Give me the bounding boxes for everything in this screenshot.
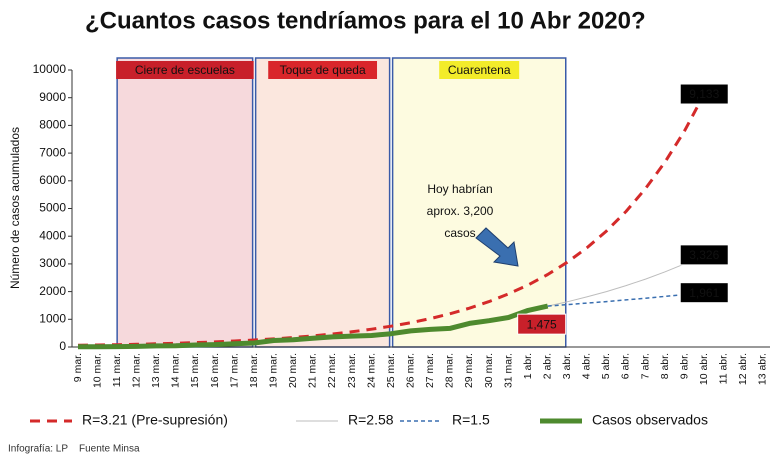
- x-tick-label: 30 mar.: [483, 353, 495, 388]
- legend: R=3.21 (Pre-supresión) R=2.58 R=1.5 Casos o…: [30, 412, 708, 428]
- y-tick-label: 6000: [39, 173, 66, 187]
- x-tick-label: 12 mar.: [130, 353, 142, 388]
- x-tick-label: 6 abr.: [620, 353, 632, 379]
- value-label-bg: [679, 244, 729, 266]
- x-tick-label: 8 abr.: [659, 353, 671, 379]
- period-box: [254, 57, 391, 348]
- value-label: 1,475: [527, 317, 557, 331]
- period-label-bg: [116, 61, 254, 79]
- x-tick-label: 4 abr.: [581, 353, 593, 379]
- x-tick-label: 1 abr.: [522, 353, 534, 379]
- axes: 0 1000 2000 3000 4000 5000 6000 7000 8000 9000 100…: [33, 62, 770, 388]
- value-label-bg: [517, 313, 567, 335]
- annotation-arrow: [475, 227, 519, 267]
- x-tick-label: 12 abr.: [737, 353, 749, 385]
- lines: [77, 93, 706, 350]
- period-box: [116, 57, 254, 348]
- value-labels: 9,133 3,326 1,961 1,475: [517, 83, 729, 335]
- x-tick-label: 10 mar.: [91, 353, 103, 388]
- period-box: [391, 57, 567, 348]
- period-label-bg: [439, 61, 520, 79]
- y-tick-label: 7000: [39, 145, 66, 159]
- x-tick-label: 23 mar.: [346, 353, 358, 388]
- x-tick-label: 5 abr.: [600, 353, 612, 379]
- legend-label: R=3.21 (Pre-supresión): [82, 412, 228, 428]
- x-tick-label: 20 mar.: [287, 353, 299, 388]
- legend-label: R=1.5: [452, 412, 490, 428]
- value-label: 9,133: [689, 87, 719, 101]
- x-tick-label: 19 mar.: [267, 353, 279, 388]
- x-tick-label: 28 mar.: [444, 353, 456, 388]
- x-tick-label: 2 abr.: [541, 353, 553, 379]
- x-tick-label: 25 mar.: [385, 353, 397, 388]
- x-tick-label: 9 abr.: [678, 353, 690, 379]
- x-tick-label: 31 mar.: [502, 353, 514, 388]
- value-label: 1,961: [689, 286, 719, 300]
- x-tick-label: 7 abr.: [639, 353, 651, 379]
- x-tick-label: 26 mar.: [404, 353, 416, 388]
- value-label-bg: [679, 282, 729, 304]
- series-line: [547, 291, 705, 307]
- x-tick-label: 27 mar.: [424, 353, 436, 388]
- period-label: Cuarentena: [448, 63, 511, 77]
- y-tick-label: 3000: [39, 256, 66, 270]
- y-tick-label: 4000: [39, 228, 66, 242]
- x-tick-label: 3 abr.: [561, 353, 573, 379]
- x-tick-label: 11 mar.: [111, 353, 123, 387]
- chart-title: ¿Cuantos casos tendríamos para el 10 Abr…: [85, 7, 646, 34]
- x-tick-label: 13 abr.: [757, 353, 769, 385]
- legend-label: R=2.58: [348, 412, 394, 428]
- y-tick-label: 1000: [39, 311, 66, 325]
- x-tick-label: 11 abr.: [718, 353, 730, 384]
- period-label: Cierre de escuelas: [135, 63, 235, 77]
- x-tick-label: 21 mar.: [307, 353, 319, 388]
- y-tick-label: 10000: [33, 62, 67, 76]
- y-tick-label: 2000: [39, 284, 66, 298]
- y-tick-label: 8000: [39, 118, 66, 132]
- period-label-bg: [268, 61, 378, 79]
- annotation-text: Hoy habrían aprox. 3,200 casos: [427, 182, 494, 240]
- y-axis-label: Número de casos acumulados: [8, 127, 22, 289]
- y-tick-label: 9000: [39, 90, 66, 104]
- y-tick-label: 5000: [39, 201, 66, 215]
- x-tick-label: 24 mar.: [365, 353, 377, 388]
- periods: Cierre de escuelas Toque de queda Cuarente…: [116, 57, 567, 348]
- x-tick-label: 17 mar.: [228, 353, 240, 388]
- value-label: 3,326: [689, 248, 719, 262]
- series-line: [77, 303, 549, 350]
- x-tick-label: 16 mar.: [209, 353, 221, 388]
- x-tick-label: 29 mar.: [463, 353, 475, 388]
- x-tick-label: 13 mar.: [150, 353, 162, 388]
- value-label-bg: [679, 83, 729, 105]
- annotation: Hoy habrían aprox. 3,200 casos: [427, 182, 519, 267]
- x-tick-label: 18 mar.: [248, 353, 260, 388]
- x-tick-label: 9 mar.: [72, 353, 84, 382]
- legend-label: Casos observados: [592, 412, 708, 428]
- y-tick-label: 0: [59, 339, 66, 353]
- x-tick-label: 10 abr.: [698, 353, 710, 385]
- source: Infografía: LP Fuente Minsa: [8, 444, 140, 455]
- x-tick-label: 22 mar.: [326, 353, 338, 388]
- period-label: Toque de queda: [280, 63, 366, 77]
- x-tick-label: 15 mar.: [189, 353, 201, 388]
- series-line: [547, 254, 705, 307]
- x-tick-label: 14 mar.: [170, 353, 182, 388]
